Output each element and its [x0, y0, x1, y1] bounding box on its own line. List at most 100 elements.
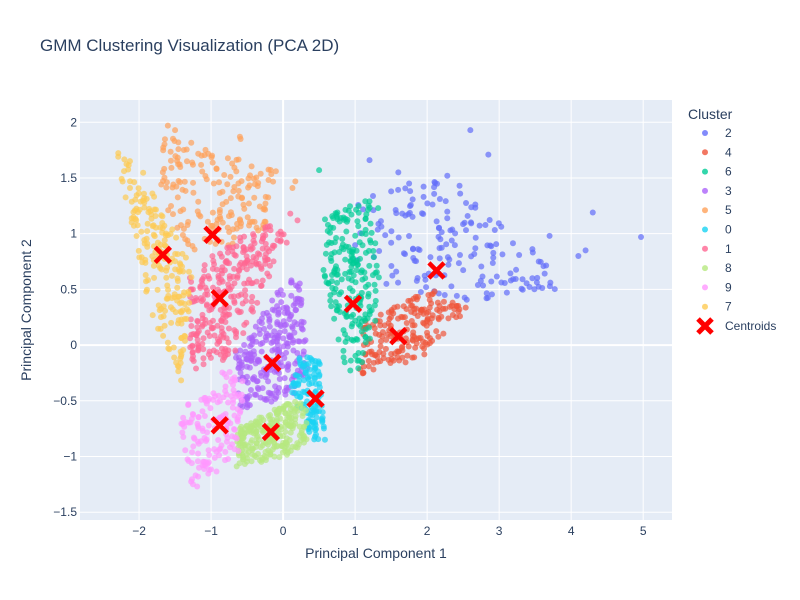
data-point [461, 294, 468, 301]
legend-item-6[interactable]: 6 [702, 165, 732, 179]
data-point [488, 243, 495, 250]
legend-item-5[interactable]: 5 [702, 203, 732, 217]
data-point [210, 347, 217, 354]
data-point [143, 288, 150, 295]
data-point [244, 356, 251, 363]
data-point [388, 239, 395, 246]
centroid-marker [153, 245, 173, 265]
data-point [204, 429, 211, 436]
data-point [316, 408, 323, 415]
data-point [442, 198, 449, 205]
data-point [226, 273, 233, 280]
data-point [316, 384, 323, 391]
data-point [132, 196, 139, 203]
y-tick-label: 1 [70, 227, 77, 241]
data-point [274, 442, 281, 449]
data-point [347, 367, 354, 374]
data-point [330, 224, 337, 231]
legend-item-7[interactable]: 7 [702, 300, 732, 314]
data-point [257, 283, 264, 290]
data-point [354, 261, 361, 268]
data-point [172, 250, 179, 257]
data-point [420, 211, 427, 218]
legend-item-8[interactable]: 8 [702, 261, 732, 275]
data-point [436, 224, 443, 231]
data-point [375, 205, 382, 212]
data-point [251, 218, 258, 225]
data-point [291, 406, 298, 413]
data-point [334, 216, 341, 223]
data-point [171, 138, 178, 145]
legend-item-1[interactable]: 1 [702, 242, 732, 256]
data-point [190, 179, 197, 186]
data-point [490, 249, 497, 256]
data-point [370, 254, 377, 261]
data-point [282, 391, 289, 398]
data-point [355, 365, 362, 372]
data-point [413, 305, 420, 312]
data-point [362, 249, 369, 256]
legend-marker [702, 226, 708, 233]
data-point [144, 277, 151, 284]
data-point [446, 303, 453, 310]
data-point [467, 127, 474, 134]
data-point [243, 458, 250, 465]
data-point [251, 351, 258, 358]
data-point [177, 261, 184, 268]
legend-item-9[interactable]: 9 [702, 280, 732, 294]
data-point [175, 368, 182, 375]
data-point [240, 453, 247, 460]
data-point [294, 298, 301, 305]
data-point [166, 346, 173, 353]
data-point [463, 200, 470, 207]
data-point [144, 228, 151, 235]
legend-item-3[interactable]: 3 [702, 184, 732, 198]
data-point [306, 381, 313, 388]
data-point [230, 244, 237, 251]
data-point [178, 335, 185, 342]
data-point [160, 332, 167, 339]
data-point [294, 217, 301, 224]
data-point [474, 281, 481, 288]
data-point [248, 163, 255, 170]
legend[interactable]: Cluster 2 4 6 3 5 0 1 8 9 7 Centroids [688, 106, 776, 335]
data-point [224, 224, 231, 231]
data-point [402, 359, 409, 366]
data-point [251, 194, 258, 201]
data-point [185, 290, 192, 297]
legend-item-4[interactable]: 4 [702, 145, 732, 159]
data-point [271, 328, 278, 335]
legend-item-Centroids[interactable]: Centroids [696, 317, 776, 335]
data-point [455, 260, 462, 267]
data-point [234, 272, 241, 279]
data-point [362, 326, 369, 333]
data-point [255, 260, 262, 267]
legend-marker [696, 317, 714, 335]
data-point [243, 423, 250, 430]
legend-item-2[interactable]: 2 [702, 126, 732, 140]
data-point [206, 452, 213, 459]
data-point [174, 278, 181, 285]
data-point [304, 374, 311, 381]
data-point [281, 375, 288, 382]
data-point [240, 330, 247, 337]
x-tick-label: 4 [568, 524, 575, 538]
data-point [179, 186, 186, 193]
data-point [175, 317, 182, 324]
data-point [382, 345, 389, 352]
data-point [431, 178, 438, 185]
data-point [200, 346, 207, 353]
data-point [209, 159, 216, 166]
data-point [347, 268, 354, 275]
data-point [256, 358, 263, 365]
data-point [287, 423, 294, 430]
data-point [141, 204, 148, 211]
legend-item-0[interactable]: 0 [702, 223, 732, 237]
data-point [340, 354, 347, 361]
centroid-marker [261, 422, 281, 442]
data-point [174, 284, 181, 291]
data-point [190, 353, 197, 360]
data-point [161, 222, 168, 229]
data-point [211, 454, 218, 461]
data-point [327, 297, 334, 304]
